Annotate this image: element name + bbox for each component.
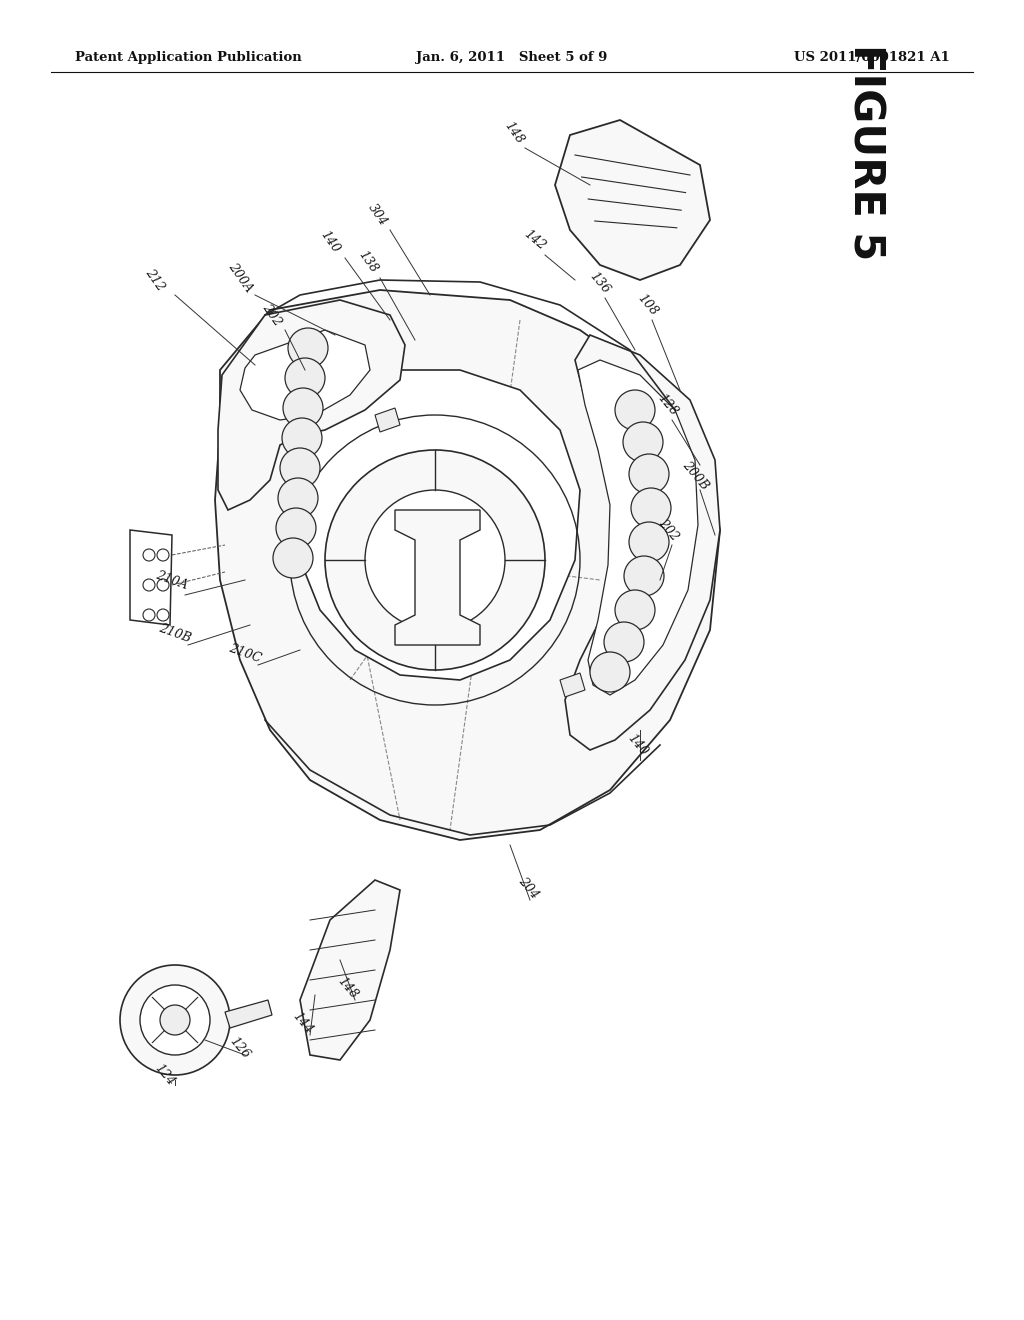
Polygon shape bbox=[300, 880, 400, 1060]
Circle shape bbox=[615, 590, 655, 630]
Polygon shape bbox=[292, 370, 580, 680]
Text: 140: 140 bbox=[626, 731, 650, 759]
Text: 210A: 210A bbox=[155, 568, 189, 591]
Text: US 2011/0001821 A1: US 2011/0001821 A1 bbox=[795, 51, 950, 65]
Text: 210B: 210B bbox=[158, 622, 193, 644]
Circle shape bbox=[276, 508, 316, 548]
Text: 142: 142 bbox=[521, 227, 549, 252]
Text: 128: 128 bbox=[655, 392, 681, 418]
Polygon shape bbox=[225, 1001, 272, 1028]
Polygon shape bbox=[565, 335, 720, 750]
Circle shape bbox=[120, 965, 230, 1074]
Circle shape bbox=[590, 652, 630, 692]
Text: 138: 138 bbox=[355, 248, 380, 276]
Circle shape bbox=[280, 447, 319, 488]
Text: 148: 148 bbox=[502, 119, 526, 147]
Circle shape bbox=[631, 488, 671, 528]
Polygon shape bbox=[130, 531, 172, 624]
Text: 210C: 210C bbox=[227, 642, 263, 665]
Polygon shape bbox=[215, 290, 720, 840]
Circle shape bbox=[143, 609, 155, 620]
Circle shape bbox=[143, 579, 155, 591]
Polygon shape bbox=[375, 408, 400, 432]
Text: 140: 140 bbox=[317, 228, 342, 256]
Circle shape bbox=[283, 388, 323, 428]
Polygon shape bbox=[395, 510, 480, 645]
Circle shape bbox=[143, 549, 155, 561]
Circle shape bbox=[278, 478, 318, 517]
Polygon shape bbox=[578, 360, 698, 696]
Text: 200B: 200B bbox=[679, 458, 711, 492]
Polygon shape bbox=[218, 300, 406, 510]
Text: Jan. 6, 2011   Sheet 5 of 9: Jan. 6, 2011 Sheet 5 of 9 bbox=[417, 51, 607, 65]
Text: 148: 148 bbox=[335, 974, 360, 1002]
Circle shape bbox=[629, 521, 669, 562]
Polygon shape bbox=[240, 330, 370, 420]
Text: Patent Application Publication: Patent Application Publication bbox=[75, 51, 302, 65]
Text: 126: 126 bbox=[227, 1035, 253, 1061]
Polygon shape bbox=[555, 120, 710, 280]
Circle shape bbox=[160, 1005, 190, 1035]
Text: 144: 144 bbox=[291, 1010, 315, 1036]
Circle shape bbox=[325, 450, 545, 671]
Text: 136: 136 bbox=[588, 269, 612, 297]
Circle shape bbox=[615, 389, 655, 430]
Circle shape bbox=[140, 985, 210, 1055]
Circle shape bbox=[624, 556, 664, 597]
Circle shape bbox=[288, 327, 328, 368]
Circle shape bbox=[623, 422, 663, 462]
Polygon shape bbox=[560, 673, 585, 697]
Text: 202: 202 bbox=[260, 301, 285, 329]
Circle shape bbox=[285, 358, 325, 399]
Text: 212: 212 bbox=[142, 267, 167, 293]
Circle shape bbox=[629, 454, 669, 494]
Circle shape bbox=[273, 539, 313, 578]
Text: 202: 202 bbox=[655, 516, 681, 544]
Circle shape bbox=[157, 549, 169, 561]
Circle shape bbox=[282, 418, 322, 458]
Text: 304: 304 bbox=[366, 202, 390, 228]
Circle shape bbox=[365, 490, 505, 630]
Circle shape bbox=[157, 579, 169, 591]
Text: 204: 204 bbox=[515, 875, 541, 902]
Text: 200A: 200A bbox=[225, 261, 255, 296]
Circle shape bbox=[604, 622, 644, 663]
Text: 124: 124 bbox=[153, 1061, 178, 1089]
Text: 108: 108 bbox=[635, 292, 660, 318]
Text: FIGURE 5: FIGURE 5 bbox=[844, 44, 887, 260]
Circle shape bbox=[157, 609, 169, 620]
